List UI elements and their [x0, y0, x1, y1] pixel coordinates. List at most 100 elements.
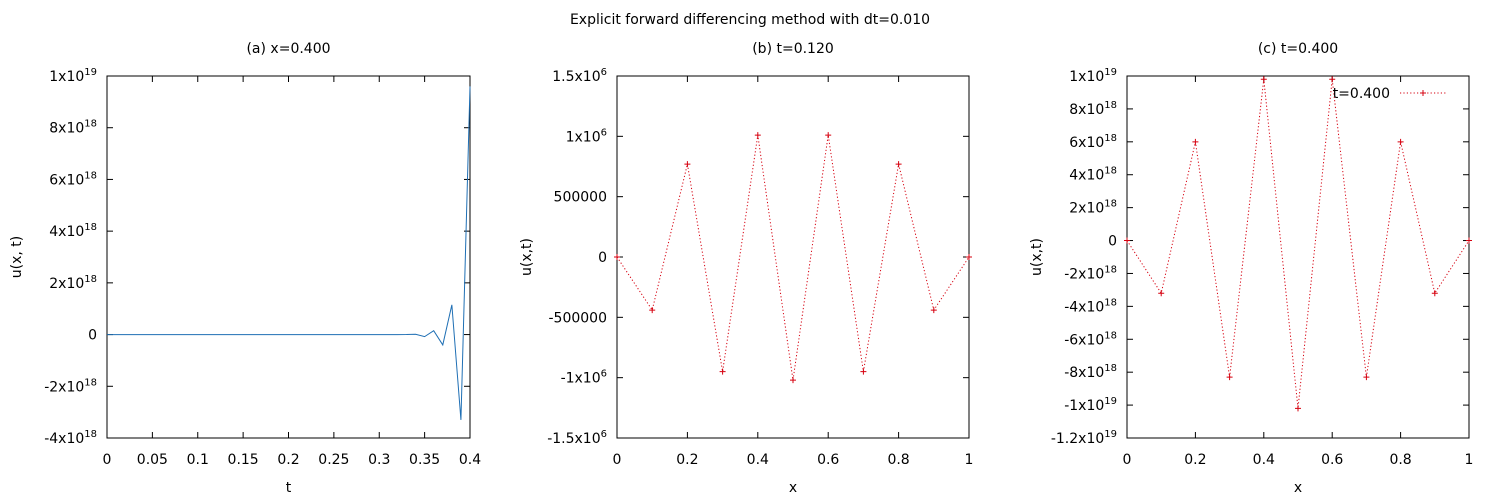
y-tick-label-base: 1x10 [1069, 69, 1104, 85]
legend-marker [1420, 90, 1426, 96]
y-axis-label: u(x,t) [1029, 238, 1045, 276]
y-tick-label-exponent: 6 [601, 127, 607, 138]
data-point-marker [895, 161, 902, 168]
data-point-marker [684, 161, 691, 168]
x-tick-label: 0.2 [676, 452, 698, 468]
y-tick-label-exponent: 19 [1104, 67, 1117, 78]
y-tick-label-base: 4x10 [49, 224, 84, 240]
data-point-marker [825, 132, 832, 139]
y-tick-label-exponent: 19 [84, 67, 97, 78]
x-tick-label: 0 [1123, 452, 1132, 468]
y-tick-label-exponent: 6 [601, 369, 607, 380]
y-tick-label: -6x1018 [1064, 330, 1117, 348]
x-tick-label: 0.8 [1389, 452, 1411, 468]
y-tick-label: -4x1018 [1064, 297, 1117, 315]
x-tick-label: 0.2 [1184, 452, 1206, 468]
x-tick-label: 0.15 [228, 452, 259, 468]
x-tick-label: 0.1 [187, 452, 209, 468]
x-tick-label: 1 [965, 452, 974, 468]
y-tick-label: -8x1018 [1064, 363, 1117, 381]
y-tick-label-base: 4x10 [1069, 168, 1104, 184]
data-point-marker [614, 254, 620, 260]
y-tick-label-exponent: 18 [84, 222, 97, 233]
data-point-marker [1295, 405, 1301, 412]
x-axis-label: t [286, 480, 292, 496]
x-axis-label: x [1294, 480, 1302, 496]
y-tick-label-base: 1x10 [49, 69, 84, 85]
x-tick-label: 0.4 [1253, 452, 1275, 468]
y-tick-label-base: -1x10 [561, 371, 601, 387]
data-point-marker [1226, 374, 1233, 381]
y-axis-label: u(x,t) [519, 238, 535, 276]
x-tick-label: 0.4 [459, 452, 481, 468]
y-tick-label-base: 2x10 [1069, 201, 1104, 217]
y-tick-label: 6x1018 [1069, 133, 1117, 151]
y-tick-label-exponent: 18 [84, 274, 97, 285]
y-tick-label: 8x1018 [1069, 100, 1117, 118]
y-tick-label-exponent: 19 [1104, 429, 1117, 440]
figure-title: Explicit forward differencing method wit… [570, 12, 930, 28]
y-tick-label: 6x1018 [49, 170, 97, 188]
y-tick-label: 4x1018 [49, 222, 97, 240]
y-tick-label-base: -500000 [549, 310, 608, 326]
y-tick-label: 2x1018 [49, 274, 97, 292]
data-point-marker [1363, 374, 1370, 381]
x-axis-label: x [789, 480, 797, 496]
x-tick-label: 1 [1465, 452, 1474, 468]
y-tick-label: -500000 [549, 310, 608, 326]
chart-panel-1: (a) x=0.400 0 0.05 0.1 0.15 0.2 0.25 0.3 0.35 0.4… [9, 41, 481, 496]
y-tick-label-base: -1x10 [1064, 398, 1104, 414]
y-tick-label: -1x106 [561, 369, 607, 387]
data-point-marker [1260, 76, 1267, 83]
data-point-marker [754, 132, 761, 139]
plot-frame [1126, 75, 1470, 439]
y-tick-label: 0 [598, 250, 607, 266]
y-tick-label-exponent: 18 [84, 119, 97, 130]
y-tick-label-base: 6x10 [49, 172, 84, 188]
y-tick-label-base: -1.2x10 [1051, 431, 1104, 447]
y-tick-label: -2x1018 [1064, 264, 1117, 282]
data-point-marker [1192, 138, 1199, 145]
data-point-marker [860, 368, 867, 375]
y-tick-label-base: 6x10 [1069, 135, 1104, 151]
y-tick-label-base: -2x10 [1064, 266, 1104, 282]
y-tick-label-base: -4x10 [1064, 299, 1104, 315]
data-point-marker [966, 254, 972, 260]
y-tick-label-base: -2x10 [44, 379, 84, 395]
y-tick-label-exponent: 18 [1104, 297, 1117, 308]
y-tick-label: 0 [1108, 234, 1117, 250]
y-tick-label-base: 1.5x10 [552, 69, 600, 85]
y-tick-label-base: 2x10 [49, 276, 84, 292]
y-axis-label: u(x, t) [9, 236, 25, 278]
data-point-marker [1466, 237, 1472, 244]
y-tick-label: -2x1018 [44, 377, 97, 395]
y-tick-label-base: -4x10 [44, 431, 84, 447]
x-tick-label: 0.35 [409, 452, 440, 468]
x-tick-label: 0.4 [747, 452, 769, 468]
x-tick-label: 0.3 [368, 452, 390, 468]
data-point-marker [1431, 290, 1438, 297]
y-tick-label-exponent: 18 [1104, 330, 1117, 341]
x-tick-label: 0.6 [1321, 452, 1343, 468]
x-tick-label: 0 [103, 452, 112, 468]
series-line [616, 135, 970, 381]
y-tick-label: -1x1019 [1064, 396, 1117, 414]
y-tick-label-base: 8x10 [49, 121, 84, 137]
y-tick-label: 500000 [554, 190, 607, 206]
y-tick-label-exponent: 18 [84, 377, 97, 388]
chart-title: (c) t=0.400 [1258, 41, 1338, 57]
data-point-marker [719, 368, 726, 375]
data-point-marker [1158, 290, 1165, 297]
chart-title: (a) x=0.400 [246, 41, 330, 57]
y-tick-label: 1x1019 [49, 67, 97, 85]
y-tick-label: 2x1018 [1069, 199, 1117, 217]
y-tick-label-exponent: 18 [84, 170, 97, 181]
data-point-marker [1329, 76, 1336, 83]
x-tick-label: 0.05 [137, 452, 168, 468]
y-tick-label: 1x1019 [1069, 67, 1117, 85]
legend-label: t=0.400 [1333, 86, 1390, 102]
y-tick-label-exponent: 6 [601, 429, 607, 440]
